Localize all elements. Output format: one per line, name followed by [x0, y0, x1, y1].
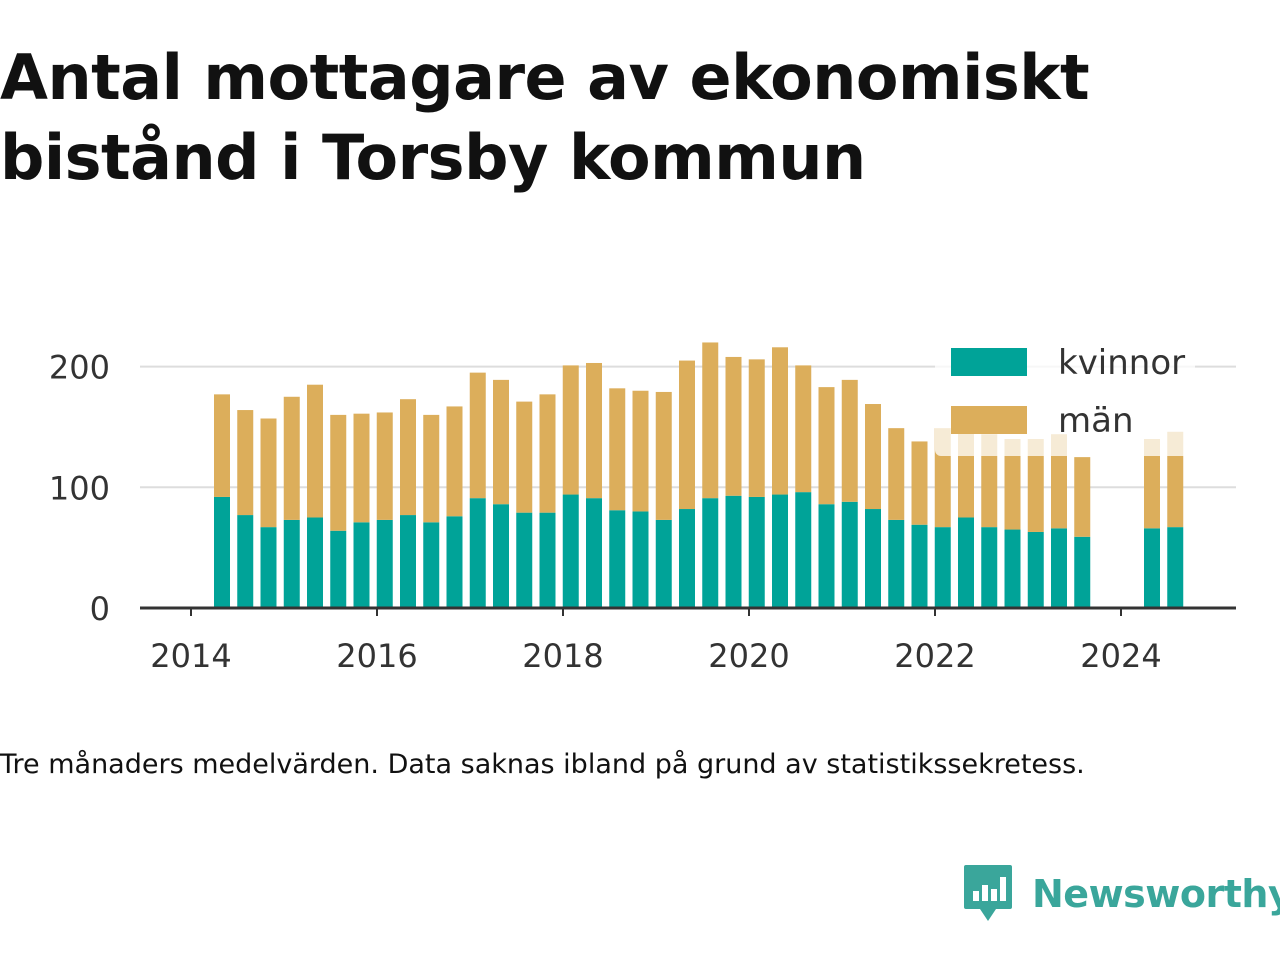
bar-kvinnor [1027, 531, 1044, 608]
bar-kvinnor [493, 504, 509, 608]
bar-kvinnor [423, 522, 440, 608]
bar-kvinnor [958, 517, 974, 608]
bar-kvinnor [1144, 528, 1160, 608]
newsworthy-logo-icon [964, 865, 1012, 921]
x-tick-label: 2016 [336, 637, 417, 675]
chart-title: Antal mottagare av ekonomiskt bistånd i … [0, 41, 1090, 194]
legend-swatch-kvinnor [951, 348, 1027, 376]
bar-kvinnor [1051, 528, 1067, 608]
bar-man [400, 399, 416, 516]
bar-man [725, 356, 742, 496]
bar-kvinnor [260, 527, 277, 608]
bar-man [841, 379, 858, 502]
bar-man [586, 362, 602, 499]
bar-kvinnor [307, 517, 323, 608]
bar-man [307, 384, 323, 518]
bar-man [376, 412, 393, 520]
legend-label-man: män [1058, 401, 1134, 441]
bar-man [237, 410, 254, 516]
bar-man [772, 347, 788, 495]
legend: kvinnor män [935, 336, 1195, 456]
bar-man [888, 428, 905, 520]
bar-kvinnor [586, 498, 602, 608]
x-tick-label: 2022 [894, 637, 975, 675]
bar-kvinnor [772, 494, 788, 608]
y-tick-label: 200 [49, 349, 110, 387]
bar-kvinnor [1004, 529, 1021, 608]
bar-kvinnor [1167, 527, 1184, 608]
bar-man [330, 414, 347, 531]
chart-caption: Tre månaders medelvärden. Data saknas ib… [0, 749, 1085, 780]
bar-kvinnor [632, 511, 649, 608]
bar-kvinnor [516, 512, 533, 608]
bar-kvinnor [353, 522, 370, 608]
bar-kvinnor [911, 524, 928, 608]
x-tick-label: 2020 [708, 637, 789, 675]
bar-man [283, 396, 300, 520]
bar-man [911, 441, 928, 525]
bar-man [353, 413, 370, 523]
bar-man [539, 394, 556, 513]
bar-kvinnor [237, 515, 254, 608]
bar-kvinnor [981, 527, 998, 608]
bar-kvinnor [562, 494, 579, 608]
bar-man [516, 401, 533, 513]
bar-man [702, 342, 719, 499]
y-tick-label: 100 [49, 469, 110, 507]
bar-man [655, 391, 672, 520]
x-tick-label: 2014 [150, 637, 231, 675]
bar-kvinnor [725, 495, 742, 608]
bar-kvinnor [934, 527, 951, 608]
bar-man [748, 359, 765, 497]
bar-man [423, 414, 440, 523]
newsworthy-logo: Newsworthy [962, 862, 1280, 926]
bar-kvinnor [376, 519, 393, 608]
bars [214, 342, 1184, 608]
bar-kvinnor [841, 501, 858, 608]
stacked-bar-chart: 0 100 200 2014 2016 2018 2020 2022 2024 kvinnor m… [48, 336, 1236, 675]
bar-man [1051, 434, 1067, 529]
bar-man [493, 379, 509, 505]
bar-man [260, 418, 277, 528]
bar-kvinnor [330, 530, 347, 608]
bar-kvinnor [609, 510, 626, 608]
bar-man [446, 406, 463, 517]
bar-man [1074, 457, 1091, 537]
bar-man [1144, 439, 1160, 529]
bar-man [214, 394, 230, 497]
newsworthy-logo-text: Newsworthy [1032, 872, 1280, 916]
bar-kvinnor [702, 498, 719, 608]
bar-kvinnor [400, 515, 416, 608]
bar-kvinnor [539, 512, 556, 608]
y-tick-label: 0 [90, 590, 110, 628]
bar-man [609, 388, 626, 511]
bar-kvinnor [748, 496, 765, 608]
axes: 0 100 200 2014 2016 2018 2020 2022 2024 [49, 349, 1236, 675]
bar-man [632, 390, 649, 512]
bar-kvinnor [865, 509, 881, 608]
bar-kvinnor [214, 496, 230, 608]
bar-kvinnor [795, 492, 812, 608]
bar-kvinnor [446, 516, 463, 608]
bar-man [679, 360, 695, 510]
legend-swatch-man [951, 406, 1027, 434]
bar-kvinnor [469, 498, 486, 608]
bar-man [865, 404, 881, 510]
bar-man [469, 372, 486, 499]
bar-kvinnor [888, 519, 905, 608]
bar-man [562, 365, 579, 495]
bar-man [1004, 439, 1021, 530]
bar-kvinnor [818, 504, 835, 608]
bar-man [818, 387, 835, 505]
bar-kvinnor [1074, 536, 1091, 608]
bar-man [981, 434, 998, 528]
bar-kvinnor [283, 519, 300, 608]
x-tick-label: 2018 [522, 637, 603, 675]
legend-label-kvinnor: kvinnor [1058, 343, 1185, 383]
bar-man [795, 365, 812, 493]
bar-man [1027, 439, 1044, 532]
x-tick-label: 2024 [1080, 637, 1161, 675]
bar-kvinnor [679, 509, 695, 608]
bar-kvinnor [655, 519, 672, 608]
